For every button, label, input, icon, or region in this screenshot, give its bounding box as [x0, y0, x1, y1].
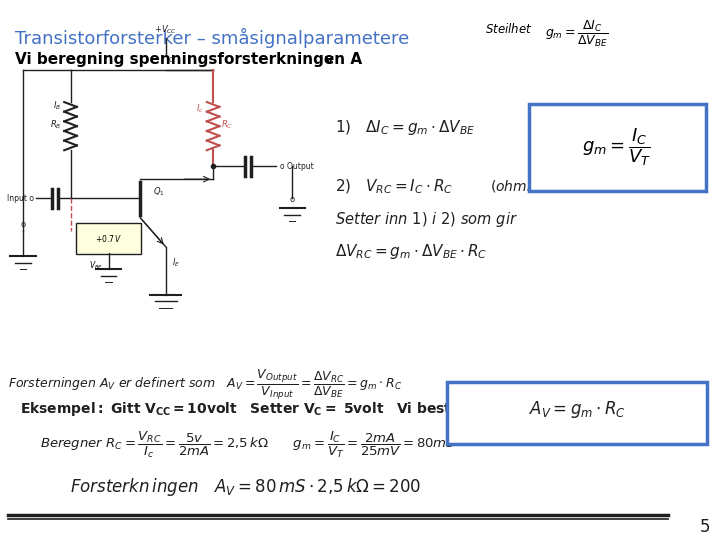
Text: $+V_{CC}$: $+V_{CC}$	[154, 24, 177, 36]
Text: $g_m = \dfrac{I_C}{V_T}$: $g_m = \dfrac{I_C}{V_T}$	[582, 126, 652, 168]
Text: $I_E$: $I_E$	[172, 256, 180, 269]
Text: $+0.7\,V$: $+0.7\,V$	[95, 233, 122, 244]
FancyBboxPatch shape	[447, 382, 707, 444]
Text: $I_c$: $I_c$	[196, 102, 204, 114]
Text: 5: 5	[700, 518, 710, 536]
Text: $\mathit{Forsterningen\ }A_V\mathit{\ er\ definert\ som}$$\quad A_V = \dfrac{V_{: $\mathit{Forsterningen\ }A_V\mathit{\ er…	[8, 368, 402, 402]
Text: o: o	[20, 220, 26, 228]
Text: $\mathit{Steilhet}$: $\mathit{Steilhet}$	[485, 22, 533, 36]
Text: $A_V = g_m \cdot R_C$: $A_V = g_m \cdot R_C$	[528, 400, 626, 421]
Text: $\mathit{(ohms\ lov)}$: $\mathit{(ohms\ lov)}$	[490, 178, 564, 194]
Text: Vi beregning spenningsforsterkningen A: Vi beregning spenningsforsterkningen A	[15, 52, 362, 67]
Text: $\mathit{Setter\ inn\ 1)\ i\ 2)\ som\ gir}$: $\mathit{Setter\ inn\ 1)\ i\ 2)\ som\ gi…	[335, 210, 518, 229]
Text: $R_B$: $R_B$	[50, 118, 61, 131]
Text: $g_m = \dfrac{\Delta I_C}{\Delta V_{BE}}$: $g_m = \dfrac{\Delta I_C}{\Delta V_{BE}}…	[545, 19, 608, 49]
FancyBboxPatch shape	[529, 104, 706, 191]
Text: $R_C$: $R_C$	[221, 118, 233, 131]
Text: $Q_1$: $Q_1$	[153, 186, 165, 198]
Text: $\mathit{Forsterkn\,ingen}\quad A_V = 80\,mS \cdot 2{,}5\,k\Omega = 200$: $\mathit{Forsterkn\,ingen}\quad A_V = 80…	[70, 476, 421, 498]
Text: Input o: Input o	[7, 194, 35, 203]
Text: V: V	[325, 56, 333, 66]
Text: $1)\quad \Delta I_C = g_m \cdot \Delta V_{BE}$: $1)\quad \Delta I_C = g_m \cdot \Delta V…	[335, 118, 475, 137]
Text: $I_B$: $I_B$	[53, 99, 61, 112]
Text: C: C	[168, 57, 174, 63]
Text: $2)\quad V_{RC} = I_C \cdot R_C$: $2)\quad V_{RC} = I_C \cdot R_C$	[335, 178, 453, 197]
FancyBboxPatch shape	[76, 223, 141, 254]
Text: $V_{BE}$: $V_{BE}$	[89, 260, 103, 272]
Text: o Output: o Output	[279, 162, 313, 171]
Text: $\mathit{Beregner}\ R_C = \dfrac{V_{RC}}{I_c} = \dfrac{5v}{2mA} = 2{,}5\,k\Omega: $\mathit{Beregner}\ R_C = \dfrac{V_{RC}}…	[40, 430, 456, 460]
Text: $\Delta V_{RC} = g_m \cdot \Delta V_{BE} \cdot R_C$: $\Delta V_{RC} = g_m \cdot \Delta V_{BE}…	[335, 242, 487, 261]
Text: Transistorforsterker – småsignalparametere: Transistorforsterker – småsignalparamete…	[15, 28, 409, 48]
Text: o: o	[289, 195, 295, 204]
Text: $\bf{Eksempel:\ Gitt\ V_{CC}=10volt\quad Setter\ V_C=\ 5volt\quad Vi\ bestemmer\: $\bf{Eksempel:\ Gitt\ V_{CC}=10volt\quad…	[20, 400, 606, 418]
